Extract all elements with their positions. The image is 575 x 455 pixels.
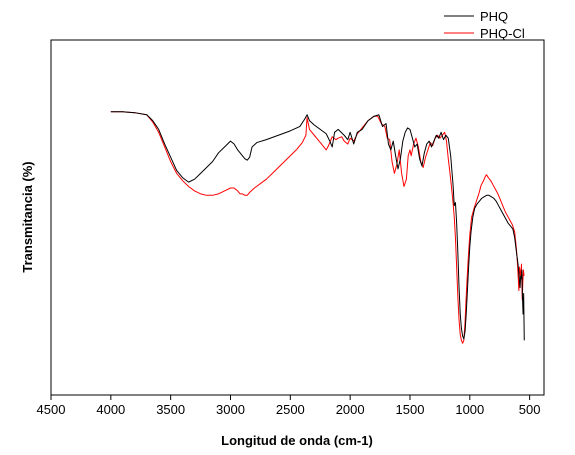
x-tick-label: 4500	[37, 402, 66, 417]
x-tick-label: 1000	[455, 402, 484, 417]
x-tick-label: 2500	[276, 402, 305, 417]
x-tick-label: 4000	[96, 402, 125, 417]
x-tick-label: 500	[519, 402, 541, 417]
legend: PHQ PHQ-Cl	[444, 9, 525, 41]
x-tick-label: 2000	[336, 402, 365, 417]
x-axis: 4500 4000 3500 3000 2500 2000 1500 1000 500	[37, 395, 541, 417]
x-tick-label: 3500	[156, 402, 185, 417]
x-tick-label: 1500	[396, 402, 425, 417]
x-axis-title: Longitud de onda (cm-1)	[221, 433, 373, 448]
series-line-phq	[110, 111, 525, 341]
x-tick-label: 3000	[216, 402, 245, 417]
plot-frame	[50, 39, 545, 396]
legend-label: PHQ-Cl	[480, 26, 525, 41]
series-line-phq-cl	[110, 111, 525, 344]
legend-label: PHQ	[480, 9, 508, 24]
series-layer	[110, 111, 525, 344]
y-axis-title: Transmitancia (%)	[20, 161, 35, 272]
